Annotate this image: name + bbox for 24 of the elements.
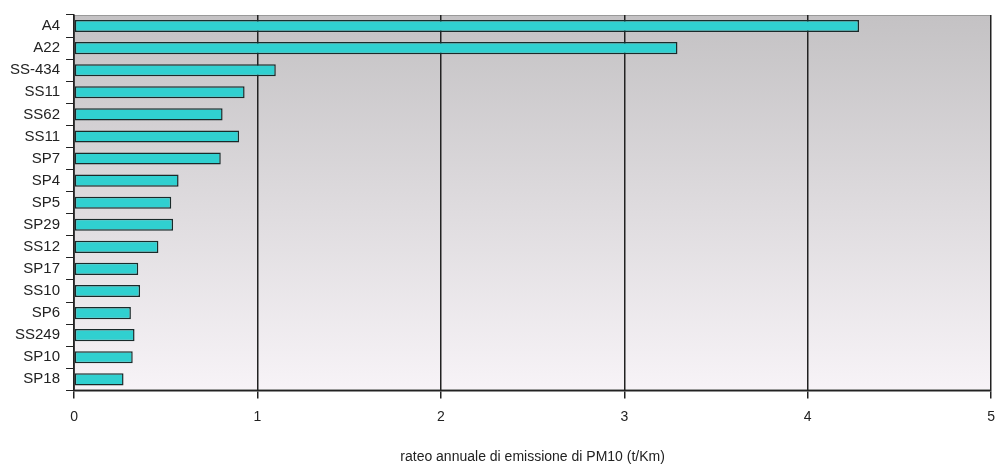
x-tick-label: 0	[70, 407, 79, 424]
y-tick-label: SS11	[24, 126, 61, 144]
y-tick-label: SP17	[23, 259, 61, 277]
y-tick-label: A22	[33, 38, 61, 56]
y-tick-label: SP29	[23, 214, 61, 232]
y-tick-label: SP18	[23, 369, 61, 387]
y-tick-label: SS12	[23, 237, 61, 255]
x-tick-label: 1	[253, 407, 262, 424]
y-tick-label: SS11	[24, 82, 61, 100]
y-tick-label: SP6	[31, 303, 61, 321]
y-tick-label: SP5	[31, 192, 61, 210]
y-tick-label: SP7	[31, 148, 61, 166]
y-tick-label: SS62	[23, 104, 61, 122]
y-tick-label: SS10	[23, 281, 61, 299]
y-tick-label: SS-434	[9, 60, 61, 78]
y-tick-label: SS249	[14, 325, 61, 343]
y-tick-label: SP10	[23, 347, 61, 365]
y-tick-label: A4	[41, 16, 61, 34]
x-axis-title: rateo annuale di emissione di PM10 (t/Km)	[400, 448, 665, 465]
x-tick-label: 3	[620, 407, 629, 424]
y-tick-label: SP4	[31, 170, 61, 188]
x-tick-label: 4	[803, 407, 812, 424]
x-tick-label: 5	[987, 407, 996, 424]
x-tick-label: 2	[436, 407, 445, 424]
